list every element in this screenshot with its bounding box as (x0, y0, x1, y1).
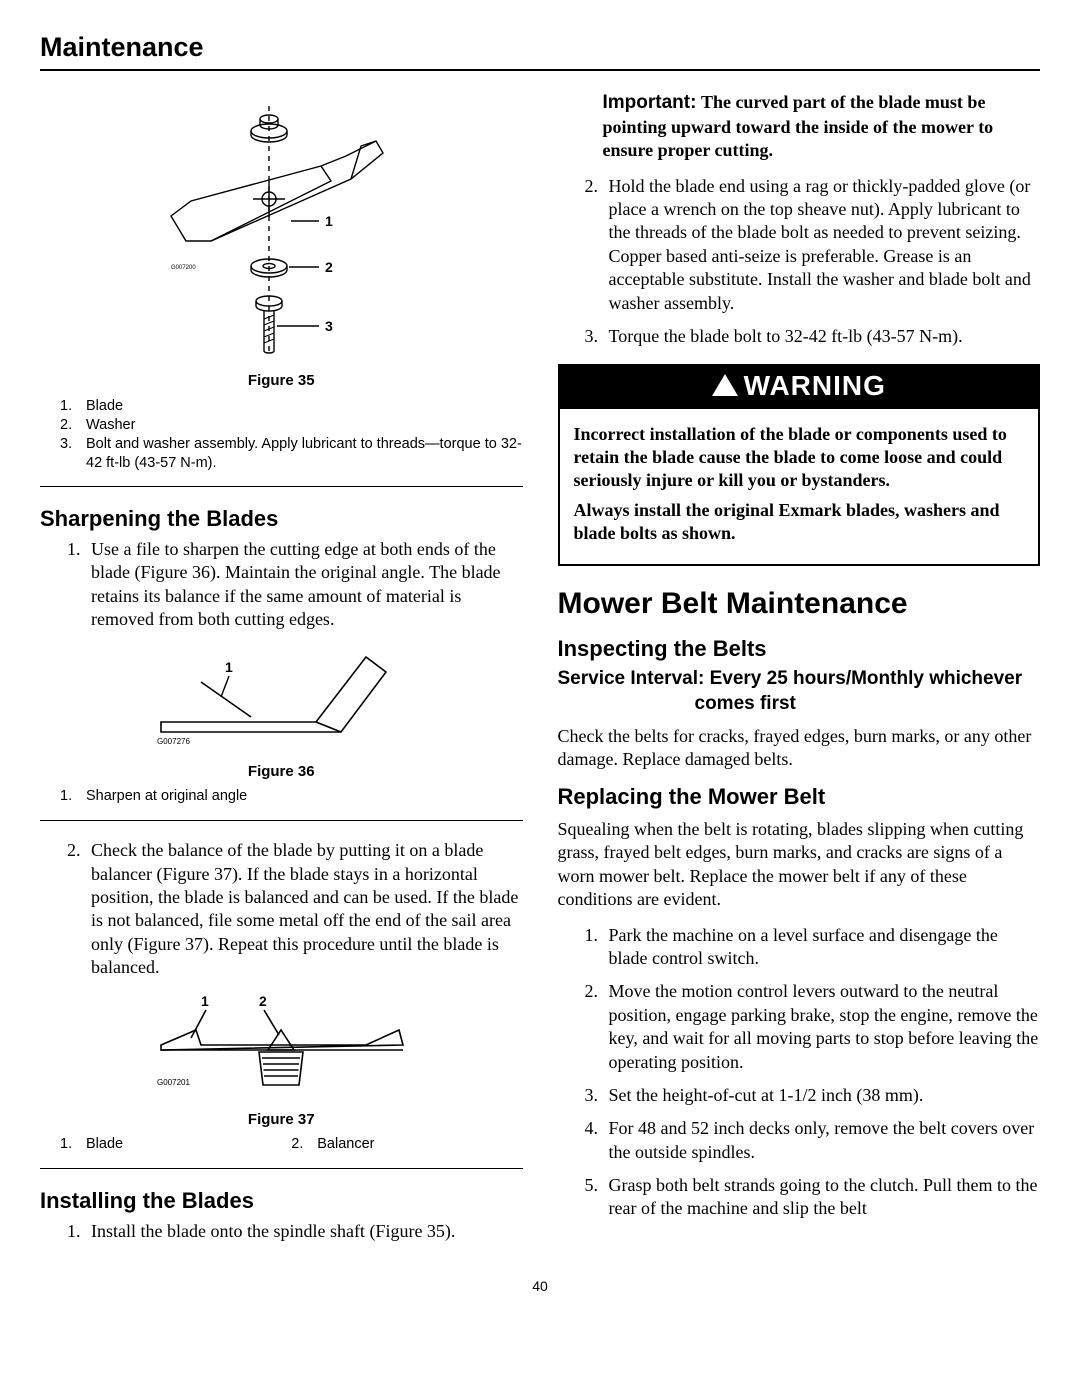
callout-text: Sharpen at original angle (86, 787, 523, 806)
figure-36-caption: Figure 36 (40, 762, 523, 782)
figure-35: 1 2 3 G007200 (40, 101, 523, 367)
belt-step-2: Move the motion control levers outward t… (603, 980, 1041, 1074)
belt-step-4: For 48 and 52 inch decks only, remove th… (603, 1117, 1041, 1164)
warning-p2: Always install the original Exmark blade… (574, 499, 1025, 546)
inspecting-belts-heading: Inspecting the Belts (558, 635, 1041, 664)
warning-heading-text: WARNING (744, 370, 886, 401)
sharpening-step-2: Check the balance of the blade by puttin… (85, 839, 523, 979)
installing-heading: Installing the Blades (40, 1187, 523, 1216)
sharpening-step-1: Use a file to sharpen the cutting edge a… (85, 538, 523, 632)
inspect-belts-text: Check the belts for cracks, frayed edges… (558, 725, 1041, 772)
belt-step-3: Set the height-of-cut at 1-1/2 inch (38 … (603, 1084, 1041, 1107)
fig35-gnum: G007200 (171, 265, 196, 271)
fig36-gnum: G007276 (157, 737, 190, 746)
installing-list-cont: Hold the blade end using a rag or thickl… (558, 175, 1041, 349)
figure-36: 1 G007276 (40, 642, 523, 758)
warning-body: Incorrect installation of the blade or c… (560, 409, 1039, 564)
callout-num: 1. (60, 397, 86, 416)
figure-35-caption: Figure 35 (40, 371, 523, 391)
fig37-label-2: 2 (259, 993, 267, 1009)
callout-num: 1. (60, 1135, 86, 1154)
divider (40, 820, 523, 821)
installing-step-2: Hold the blade end using a rag or thickl… (603, 175, 1041, 315)
two-column-layout: 1 2 3 G007200 Figure 35 1.Blade 2.Washer… (40, 91, 1040, 1253)
divider (40, 486, 523, 487)
installing-list-start: Install the blade onto the spindle shaft… (40, 1220, 523, 1243)
fig35-label-1: 1 (325, 213, 333, 229)
replacing-belt-steps: Park the machine on a level surface and … (558, 924, 1041, 1221)
fig37-label-1: 1 (201, 993, 209, 1009)
belt-step-5: Grasp both belt strands going to the clu… (603, 1174, 1041, 1221)
figure-35-svg: 1 2 3 G007200 (151, 101, 411, 361)
callout-text: Bolt and washer assembly. Apply lubrican… (86, 435, 523, 473)
callout-text: Washer (86, 416, 523, 435)
figure-37-caption: Figure 37 (40, 1110, 523, 1130)
callout-num: 1. (60, 787, 86, 806)
figure-37: 1 2 G007201 (40, 990, 523, 1106)
callout-text: Blade (86, 1135, 291, 1154)
fig37-gnum: G007201 (157, 1078, 190, 1087)
warning-heading: WARNING (560, 366, 1039, 408)
replacing-belt-heading: Replacing the Mower Belt (558, 783, 1041, 812)
belt-maintenance-heading: Mower Belt Maintenance (558, 584, 1041, 623)
fig36-label-1: 1 (225, 659, 233, 675)
figure-37-svg: 1 2 G007201 (141, 990, 421, 1100)
callout-text: Blade (86, 397, 523, 416)
callout-num: 2. (291, 1135, 317, 1154)
installing-step-1: Install the blade onto the spindle shaft… (85, 1220, 523, 1243)
callout-text: Balancer (317, 1135, 522, 1154)
fig35-label-2: 2 (325, 259, 333, 275)
important-note: Important: The curved part of the blade … (603, 91, 1041, 162)
warning-p1: Incorrect installation of the blade or c… (574, 423, 1025, 493)
fig35-label-3: 3 (325, 318, 333, 334)
left-column: 1 2 3 G007200 Figure 35 1.Blade 2.Washer… (40, 91, 523, 1253)
figure-37-callouts: 1.Blade 2.Balancer (60, 1135, 523, 1154)
replacing-belt-intro: Squealing when the belt is rotating, bla… (558, 818, 1041, 912)
divider (40, 1168, 523, 1169)
sharpening-heading: Sharpening the Blades (40, 505, 523, 534)
belt-step-1: Park the machine on a level surface and … (603, 924, 1041, 971)
callout-num: 3. (60, 435, 86, 473)
important-label: Important: (603, 92, 697, 113)
figure-36-callouts: 1.Sharpen at original angle (60, 787, 523, 806)
page-number: 40 (40, 1277, 1040, 1295)
figure-35-callouts: 1.Blade 2.Washer 3.Bolt and washer assem… (60, 397, 523, 472)
figure-36-svg: 1 G007276 (141, 642, 421, 752)
sharpening-list-1: Use a file to sharpen the cutting edge a… (40, 538, 523, 632)
page-title: Maintenance (40, 30, 1040, 71)
installing-step-3: Torque the blade bolt to 32-42 ft-lb (43… (603, 325, 1041, 348)
service-interval: Service Interval: Every 25 hours/Monthly… (558, 667, 1041, 716)
callout-num: 2. (60, 416, 86, 435)
right-column: Important: The curved part of the blade … (558, 91, 1041, 1253)
warning-triangle-icon (712, 374, 738, 396)
warning-box: WARNING Incorrect installation of the bl… (558, 364, 1041, 565)
sharpening-list-2: Check the balance of the blade by puttin… (40, 839, 523, 979)
